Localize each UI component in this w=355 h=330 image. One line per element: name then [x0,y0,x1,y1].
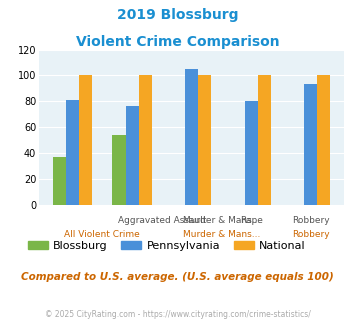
Text: Murder & Mans...: Murder & Mans... [183,230,260,239]
Bar [245,101,258,205]
Text: 2019 Blossburg: 2019 Blossburg [117,8,238,22]
Text: Robbery: Robbery [292,230,330,239]
Bar [53,157,66,205]
Bar [185,69,198,205]
Text: Rape: Rape [240,216,263,225]
Bar [113,135,126,205]
Text: Aggravated Assault: Aggravated Assault [118,216,206,225]
Bar [258,75,271,205]
Bar [198,75,211,205]
Text: Compared to U.S. average. (U.S. average equals 100): Compared to U.S. average. (U.S. average … [21,272,334,282]
Bar [126,106,139,205]
Text: © 2025 CityRating.com - https://www.cityrating.com/crime-statistics/: © 2025 CityRating.com - https://www.city… [45,310,310,319]
Bar [139,75,152,205]
Text: Robbery: Robbery [292,216,330,225]
Bar [79,75,92,205]
Bar [66,100,79,205]
Text: All Violent Crime: All Violent Crime [65,230,140,239]
Text: Murder & Mans...: Murder & Mans... [183,216,260,225]
Bar [304,84,317,205]
Bar [317,75,331,205]
Text: Violent Crime Comparison: Violent Crime Comparison [76,35,279,49]
Legend: Blossburg, Pennsylvania, National: Blossburg, Pennsylvania, National [23,237,310,255]
